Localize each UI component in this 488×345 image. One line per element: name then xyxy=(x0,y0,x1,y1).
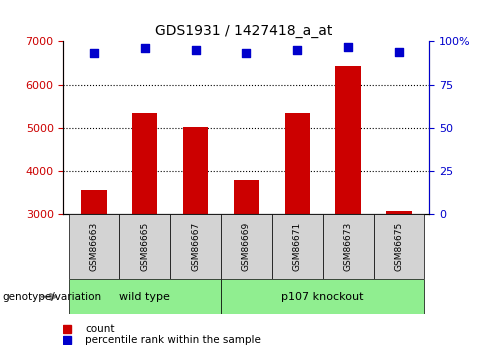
Point xyxy=(395,49,403,55)
Text: GSM86669: GSM86669 xyxy=(242,222,251,271)
FancyBboxPatch shape xyxy=(170,214,221,279)
Text: GSM86667: GSM86667 xyxy=(191,222,200,271)
Text: GDS1931 / 1427418_a_at: GDS1931 / 1427418_a_at xyxy=(155,24,333,38)
Text: count: count xyxy=(85,324,115,334)
Text: GSM86671: GSM86671 xyxy=(293,222,302,271)
Point xyxy=(243,51,250,56)
FancyBboxPatch shape xyxy=(221,279,425,314)
FancyBboxPatch shape xyxy=(120,214,170,279)
Text: genotype/variation: genotype/variation xyxy=(2,292,102,302)
Bar xyxy=(386,211,412,343)
Bar xyxy=(285,113,310,343)
Bar xyxy=(183,127,208,343)
FancyBboxPatch shape xyxy=(68,279,221,314)
Text: GSM86663: GSM86663 xyxy=(89,222,99,271)
Text: percentile rank within the sample: percentile rank within the sample xyxy=(85,335,261,345)
Point xyxy=(192,47,200,53)
Bar xyxy=(335,66,361,343)
Point xyxy=(141,46,149,51)
Text: GSM86665: GSM86665 xyxy=(140,222,149,271)
FancyBboxPatch shape xyxy=(68,214,120,279)
Bar xyxy=(132,113,158,343)
Text: wild type: wild type xyxy=(120,292,170,302)
Text: GSM86675: GSM86675 xyxy=(394,222,404,271)
Text: GSM86673: GSM86673 xyxy=(344,222,353,271)
Point xyxy=(90,51,98,56)
Point xyxy=(344,44,352,49)
Point xyxy=(293,47,301,53)
Text: p107 knockout: p107 knockout xyxy=(282,292,364,302)
FancyBboxPatch shape xyxy=(323,214,373,279)
FancyBboxPatch shape xyxy=(221,214,272,279)
FancyBboxPatch shape xyxy=(373,214,425,279)
FancyBboxPatch shape xyxy=(272,214,323,279)
Bar xyxy=(81,190,107,343)
Bar xyxy=(234,180,259,343)
